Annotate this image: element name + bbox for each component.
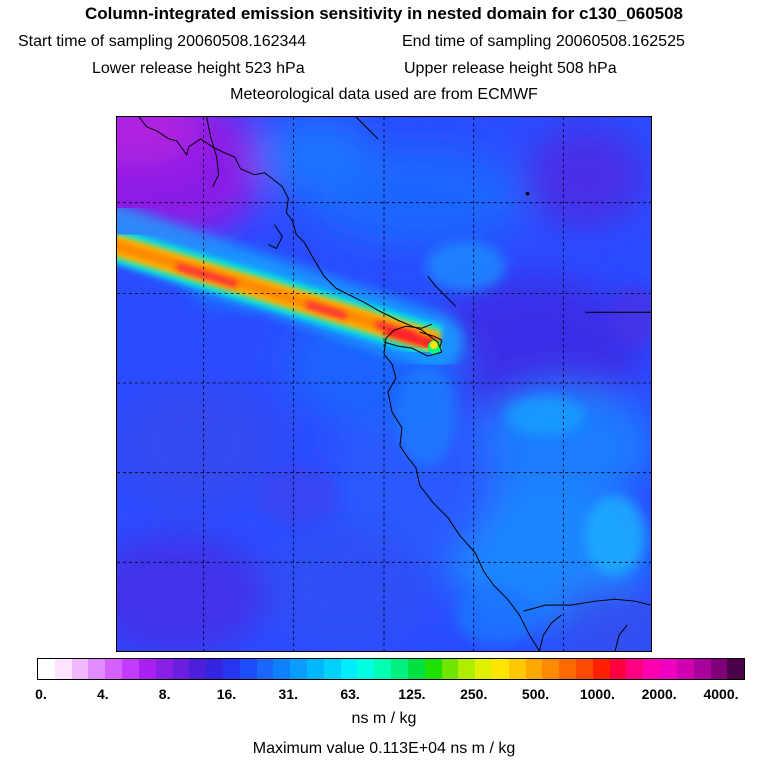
color-swatch bbox=[475, 659, 492, 679]
color-swatch bbox=[105, 659, 123, 679]
color-swatch bbox=[374, 659, 392, 679]
color-scale-tick-label: 4. bbox=[96, 686, 109, 702]
color-scale-tick-label: 500. bbox=[521, 686, 550, 702]
color-swatch bbox=[38, 659, 55, 679]
color-swatch bbox=[626, 659, 644, 679]
max-value-label: Maximum value 0.113E+04 ns m / kg bbox=[252, 740, 516, 757]
start-time-label: Start time of sampling 20060508.162344 bbox=[18, 33, 307, 50]
lower-release-label: Lower release height 523 hPa bbox=[92, 60, 305, 77]
color-swatch bbox=[424, 659, 442, 679]
color-swatch bbox=[172, 659, 190, 679]
color-scale-tick-label: 2000. bbox=[641, 686, 677, 702]
met-data-label: Meteorological data used are from ECMWF bbox=[230, 86, 538, 103]
sensitivity-texture bbox=[186, 241, 651, 646]
color-swatch bbox=[643, 659, 661, 679]
color-swatch bbox=[391, 659, 408, 679]
color-swatch bbox=[676, 659, 694, 679]
color-scale-tick-label: 16. bbox=[216, 686, 237, 702]
color-scale-tick-label: 31. bbox=[278, 686, 298, 702]
island-marker bbox=[525, 191, 530, 196]
color-swatch bbox=[138, 659, 156, 679]
color-scale-tick-label: 8. bbox=[158, 686, 171, 702]
color-swatch bbox=[491, 659, 509, 679]
color-swatch bbox=[54, 659, 72, 679]
color-scale-bar bbox=[37, 658, 745, 680]
color-swatch bbox=[88, 659, 106, 679]
color-scale-tick-label: 4000. bbox=[703, 686, 739, 702]
color-swatch bbox=[525, 659, 543, 679]
color-scale-tick-label: 1000. bbox=[579, 686, 615, 702]
color-swatch bbox=[206, 659, 223, 679]
color-swatch bbox=[239, 659, 257, 679]
color-swatch bbox=[222, 659, 240, 679]
color-swatch bbox=[155, 659, 173, 679]
color-swatch bbox=[508, 659, 526, 679]
end-time-label: End time of sampling 20060508.162525 bbox=[402, 33, 685, 50]
upper-release-label: Upper release height 508 hPa bbox=[404, 60, 617, 77]
color-scale-tick-label: 0. bbox=[35, 686, 47, 702]
color-swatch bbox=[458, 659, 476, 679]
color-swatch bbox=[273, 659, 291, 679]
color-swatch bbox=[290, 659, 307, 679]
color-swatch bbox=[576, 659, 593, 679]
color-swatch bbox=[256, 659, 274, 679]
color-swatch bbox=[71, 659, 89, 679]
color-swatch bbox=[660, 659, 677, 679]
color-swatch bbox=[727, 659, 745, 679]
color-swatch bbox=[122, 659, 139, 679]
color-swatch bbox=[609, 659, 627, 679]
color-scale-tick-label: 250. bbox=[460, 686, 488, 702]
unit-label: ns m / kg bbox=[351, 710, 417, 727]
color-swatch bbox=[592, 659, 610, 679]
color-swatch bbox=[441, 659, 459, 679]
coastline bbox=[138, 117, 651, 651]
color-swatch bbox=[407, 659, 425, 679]
color-swatch bbox=[307, 659, 324, 679]
plot-title: Column-integrated emission sensitivity i… bbox=[84, 4, 684, 23]
color-swatch bbox=[189, 659, 207, 679]
color-swatch bbox=[559, 659, 576, 679]
color-swatch bbox=[340, 659, 358, 679]
color-scale-tick-label: 63. bbox=[340, 686, 360, 702]
color-swatch bbox=[710, 659, 728, 679]
color-scale-tick-label: 125. bbox=[398, 686, 426, 702]
color-swatch bbox=[693, 659, 711, 679]
color-swatch bbox=[357, 659, 375, 679]
color-swatch bbox=[323, 659, 341, 679]
sensitivity-map bbox=[116, 116, 652, 652]
lat-lon-grid bbox=[117, 117, 651, 651]
color-swatch bbox=[542, 659, 560, 679]
